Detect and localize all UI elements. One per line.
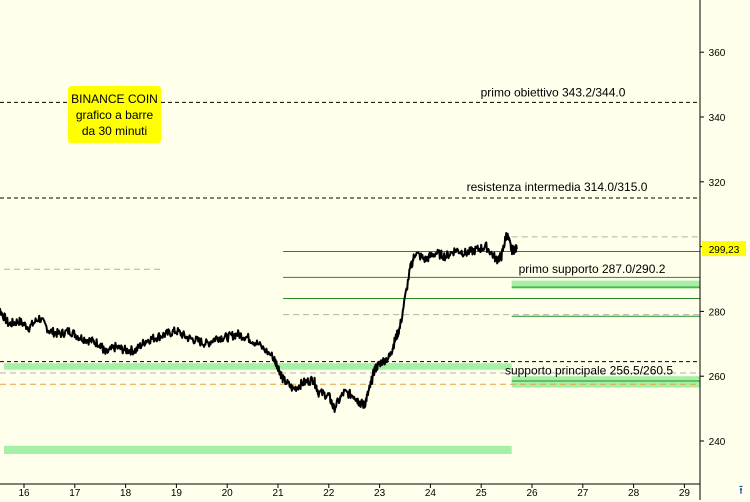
level-label-4: primo supporto 287.0/290.2 <box>519 262 666 276</box>
level-label-2: primo obiettivo 343.2/344.0 <box>481 85 626 99</box>
info-box-line-1: BINANCE COIN <box>71 91 158 106</box>
scroll-to-end-icon: ⭱ <box>738 482 744 497</box>
y-tick-label-360: 360 <box>709 48 726 59</box>
x-tick-label-22: 22 <box>323 488 335 499</box>
last-price-label: 299,23 <box>709 245 740 256</box>
y-tick-label-320: 320 <box>709 178 726 189</box>
support-zone-1 <box>4 363 512 370</box>
info-box: BINANCE COIN grafico a barre da 30 minut… <box>68 86 161 143</box>
level-label-5: supporto principale 256.5/260.5 <box>505 364 673 378</box>
y-tick-label-340: 340 <box>709 113 726 124</box>
x-tick-label-16: 16 <box>18 488 30 499</box>
x-tick-label-26: 26 <box>526 488 538 499</box>
support-zone-2 <box>511 280 700 289</box>
x-tick-label-29: 29 <box>679 488 691 499</box>
x-axis-ticks: 16 17 18 19 20 21 22 23 24 25 26 27 28 29 <box>18 484 690 499</box>
y-tick-label-240: 240 <box>709 437 726 448</box>
price-series <box>0 232 518 413</box>
x-tick-label-20: 20 <box>222 488 234 499</box>
y-tick-label-280: 280 <box>709 307 726 318</box>
scroll-to-end-button[interactable]: ⭱ <box>734 483 748 498</box>
support-zones <box>4 280 700 454</box>
support-zone-3 <box>511 376 700 388</box>
y-tick-label-260: 260 <box>709 372 726 383</box>
level-label-3: resistenza intermedia 314.0/315.0 <box>467 180 648 194</box>
last-price-marker: 299,23 <box>702 241 746 257</box>
x-tick-label-21: 21 <box>272 488 284 499</box>
x-tick-label-24: 24 <box>425 488 437 499</box>
x-tick-label-18: 18 <box>120 488 132 499</box>
x-tick-label-23: 23 <box>374 488 386 499</box>
last-price-box <box>702 241 746 257</box>
x-tick-label-28: 28 <box>628 488 640 499</box>
level-lines <box>0 101 700 385</box>
x-tick-label-19: 19 <box>171 488 183 499</box>
support-zone-4 <box>4 445 512 454</box>
info-box-line-2: grafico a barre <box>75 107 154 122</box>
x-tick-label-17: 17 <box>69 488 81 499</box>
x-tick-label-27: 27 <box>577 488 589 499</box>
price-line <box>0 232 518 413</box>
info-box-line-3: da 30 minuti <box>81 123 148 138</box>
x-tick-label-25: 25 <box>476 488 488 499</box>
